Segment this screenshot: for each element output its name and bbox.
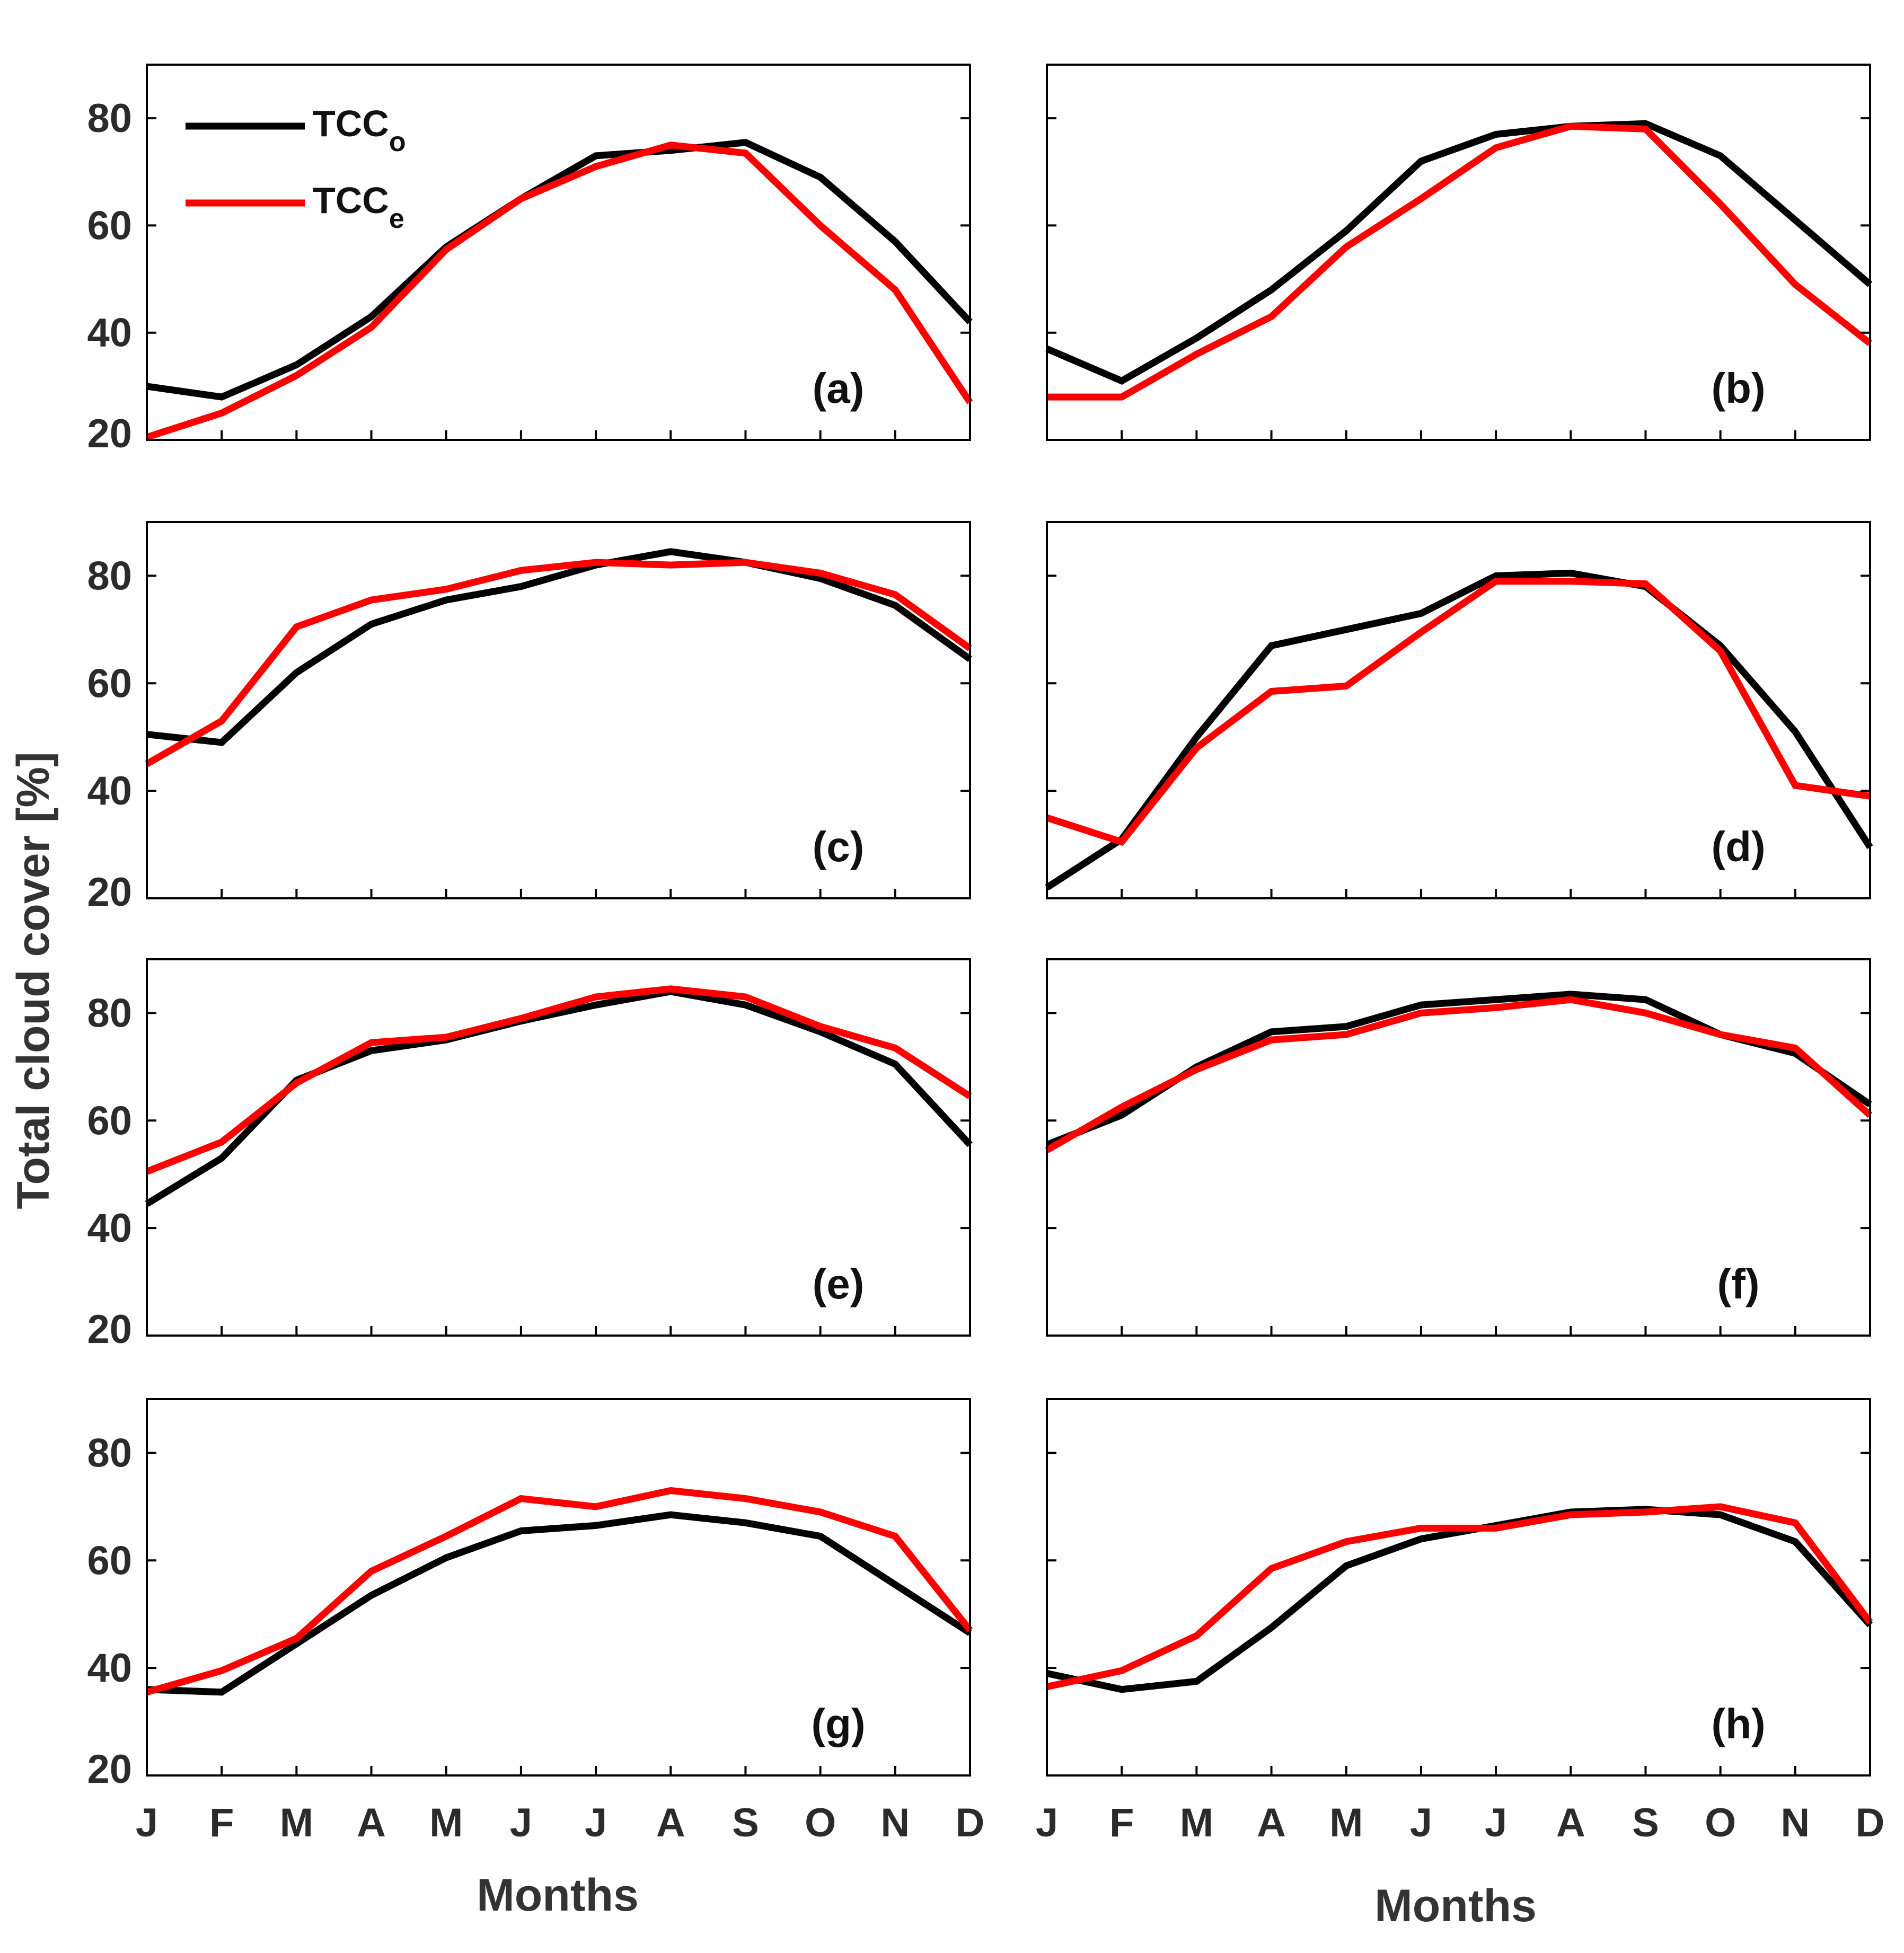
legend-label-estimated-base: TCC [313,180,389,221]
x-tick-label-g: O [805,1800,836,1845]
panel-label-e: (e) [813,1260,865,1307]
series-line-observed-g [146,1511,972,1696]
x-axis-label-left: Months [477,1870,639,1921]
x-tick-label-h: O [1705,1800,1736,1845]
series-line-observed-h [1046,1506,1873,1693]
panel-b: (b) [1045,64,1873,441]
x-tick-label-h: J [1410,1800,1432,1845]
y-tick-label-e: 20 [87,1307,132,1352]
x-tick-label-h: M [1180,1800,1213,1845]
y-tick-label-a: 60 [87,203,132,248]
panels-group: 20 40 60 80 (a) (b) 20 40 60 80 (c) (d) 20 40 60 80 (e) (… [87,64,1885,1845]
panel-e: 20 40 60 80 (e) [87,958,973,1352]
panel-label-h: (h) [1711,1700,1765,1747]
x-tick-label-h: A [1257,1800,1286,1845]
axes-frame-h [1046,1398,1871,1777]
series-line-estimated-f [1045,996,1873,1153]
y-tick-label-a: 80 [87,96,132,141]
axes-frame-f [1046,958,1871,1337]
legend: TCCo TCCe [186,103,406,234]
series-line-estimated-c [145,559,972,767]
y-tick-label-g: 40 [87,1646,132,1691]
panel-h: J F M A M J J A S O N D(h) [1036,1398,1885,1845]
x-tick-label-g: A [357,1800,386,1845]
series-line-observed-b [1045,120,1873,385]
y-tick-label-g: 80 [87,1430,132,1475]
panel-d: (d) [1045,521,1873,899]
axes-frame-d [1046,521,1871,899]
legend-label-estimated: TCCe [313,180,404,234]
y-axis-label: Total cloud cover [%] [8,752,59,1209]
axes-frame-g [146,1398,971,1777]
series-line-estimated-e [145,985,972,1175]
x-tick-label-h: M [1329,1800,1363,1845]
x-tick-label-g: J [510,1800,532,1845]
panel-label-f: (f) [1717,1260,1760,1307]
x-tick-label-h: J [1485,1800,1507,1845]
axes-frame-c [146,521,971,899]
axes-frame-e [146,958,971,1337]
y-tick-label-e: 80 [87,991,132,1036]
x-tick-label-h: J [1036,1800,1058,1845]
y-tick-label-c: 80 [87,553,132,598]
y-tick-label-a: 40 [87,311,132,356]
y-tick-label-c: 60 [87,661,132,706]
x-tick-label-g: J [585,1800,607,1845]
y-tick-label-a: 20 [87,411,132,456]
series-line-observed-d [1045,569,1873,891]
x-tick-label-g: J [136,1800,158,1845]
y-tick-label-e: 40 [87,1206,132,1251]
series-line-estimated-g [146,1487,973,1696]
panel-a: 20 40 60 80 (a) [87,64,973,456]
series-line-estimated-h [1046,1503,1873,1690]
x-tick-label-h: S [1632,1800,1659,1845]
legend-label-estimated-sub: e [389,204,404,234]
panel-label-d: (d) [1711,823,1765,870]
series-line-estimated-b [1047,122,1873,401]
x-tick-label-g: S [732,1800,759,1845]
legend-label-observed-sub: o [389,127,406,157]
y-tick-label-c: 40 [87,768,132,814]
x-tick-label-g: M [429,1800,463,1845]
panel-label-b: (b) [1711,365,1765,412]
x-tick-label-g: F [209,1800,234,1845]
panel-c: 20 40 60 80 (c) [87,521,972,915]
panel-label-g: (g) [811,1700,865,1747]
x-tick-label-h: A [1556,1800,1585,1845]
x-tick-label-g: D [956,1800,985,1845]
x-tick-label-h: F [1109,1800,1134,1845]
y-tick-label-g: 60 [87,1538,132,1583]
panel-f: (f) [1045,958,1873,1337]
legend-label-observed: TCCo [313,103,406,157]
x-tick-label-g: N [880,1800,910,1845]
y-tick-label-e: 60 [87,1098,132,1143]
axes-frame-a [146,64,971,441]
axes-frame-b [1046,64,1871,441]
series-line-observed-a [146,139,973,401]
series-line-estimated-d [1046,578,1871,846]
y-tick-label-c: 20 [87,870,132,915]
x-axis-label-right: Months [1374,1880,1537,1931]
y-tick-label-g: 20 [87,1747,132,1792]
x-tick-label-g: A [656,1800,685,1845]
series-line-observed-c [146,548,972,746]
x-tick-label-h: N [1780,1800,1810,1845]
x-tick-label-h: D [1856,1800,1885,1845]
panel-label-a: (a) [813,365,865,412]
series-line-estimated-a [146,142,973,441]
x-tick-label-g: M [280,1800,313,1845]
legend-label-observed-base: TCC [313,103,389,144]
panel-label-c: (c) [813,823,865,870]
